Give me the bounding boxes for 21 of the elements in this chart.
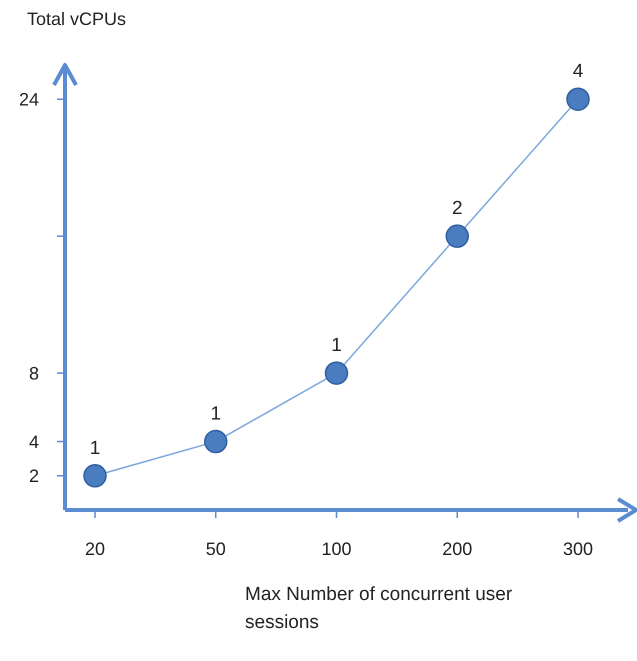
point [324, 361, 348, 385]
y-tick-label: 24 [18, 90, 39, 110]
annotation: 4 [572, 61, 584, 82]
y-axis-title: Total vCPUs [27, 9, 126, 29]
point [566, 88, 590, 111]
annotation: 1 [331, 335, 342, 356]
y-tick-label: 2 [28, 466, 39, 486]
x-tick-label: 20 [84, 539, 106, 559]
x-tick-label: 100 [321, 539, 352, 559]
x-tick-label: 300 [562, 539, 594, 559]
point [83, 464, 107, 488]
annotation: 1 [210, 404, 222, 425]
y-tick-label: 4 [28, 432, 39, 452]
point [204, 430, 228, 454]
point [446, 224, 469, 248]
annotation: 2 [452, 198, 463, 220]
x-tick-label: 50 [206, 539, 226, 559]
x-axis-title: Max Number of concurrent user sessions [245, 584, 513, 633]
y-tick-label: 8 [28, 363, 39, 384]
x-tick-label: 200 [442, 539, 472, 559]
annotation: 1 [90, 438, 100, 459]
